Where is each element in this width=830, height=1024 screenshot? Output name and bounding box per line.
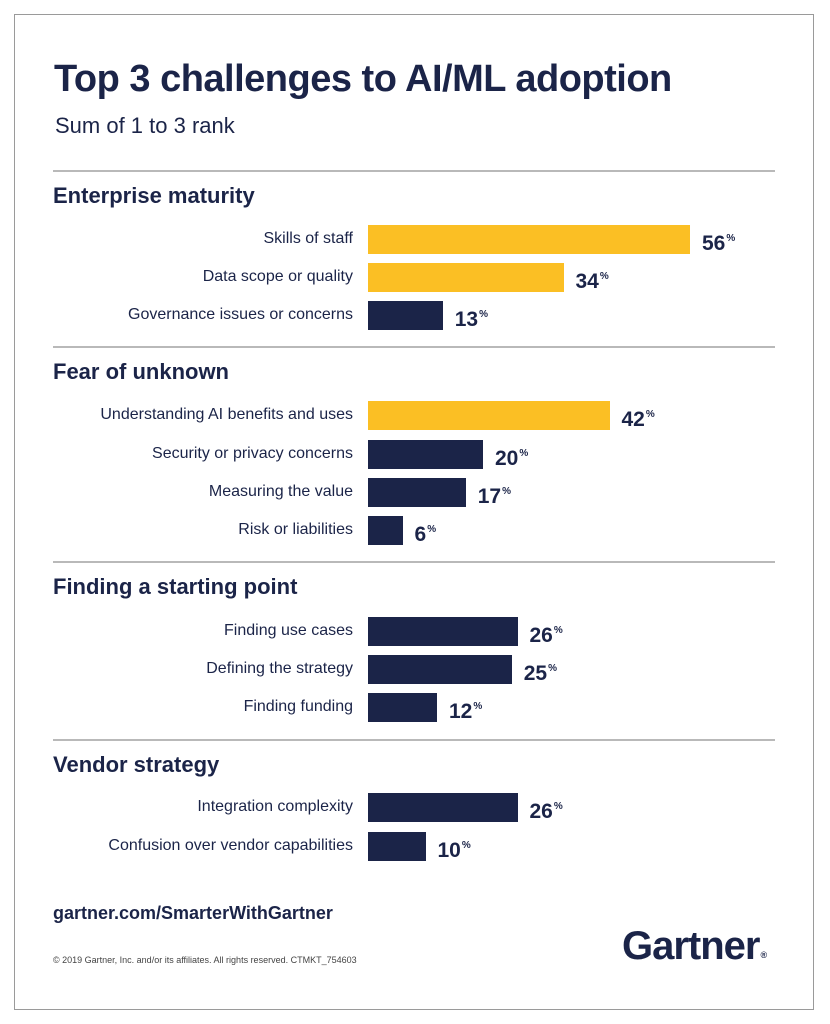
data-label: 26% [530,795,563,824]
group-title: Finding a starting point [53,574,298,599]
chart-title: Top 3 challenges to AI/ML adoption [54,58,672,100]
bar-label: Finding funding [243,698,353,715]
bar-label: Security or privacy concerns [152,445,353,462]
data-label-value: 6 [414,523,427,546]
bar [368,515,403,545]
group-title: Vendor strategy [53,752,220,777]
data-label: 26% [530,619,563,648]
data-label-unit: % [553,625,563,636]
chart-frame [14,14,814,1010]
bar [368,831,426,861]
data-label-unit: % [645,409,655,420]
bar-label: Integration complexity [197,798,353,815]
data-label-value: 20 [495,447,519,470]
data-label-value: 56 [702,232,726,255]
data-label-value: 34 [575,270,599,293]
bar [368,477,466,507]
bar-label: Measuring the value [208,483,353,500]
bar [368,654,512,684]
data-label: 17% [478,480,511,509]
data-label-unit: % [599,271,609,282]
bar [368,692,437,722]
bar [368,439,483,469]
data-label-unit: % [479,309,489,320]
section-divider [53,739,775,741]
data-label-unit: % [473,701,483,712]
data-label-value: 13 [454,308,479,331]
chart-subtitle: Sum of 1 to 3 rank [55,113,235,138]
section-divider [53,346,775,348]
bar-label: Governance issues or concerns [128,306,353,323]
bar-label: Skills of staff [263,230,353,247]
data-label: 42% [622,403,655,432]
bar-label: Defining the strategy [206,660,353,677]
bar [368,262,564,292]
bar-label: Understanding AI benefits and uses [100,406,353,423]
copyright-notice: © 2019 Gartner, Inc. and/or its affiliat… [53,955,357,965]
bar-label: Finding use cases [224,622,353,639]
data-label: 12% [449,695,482,724]
data-label-unit: % [427,524,437,535]
group-title: Fear of unknown [53,359,229,384]
bar [368,792,518,822]
data-label-value: 25 [523,662,548,685]
data-label-unit: % [461,840,471,851]
section-divider [53,170,775,172]
data-label: 6% [415,518,437,547]
data-label: 10% [438,834,471,863]
bar-label: Data scope or quality [202,268,353,285]
data-label-value: 26 [529,800,553,823]
logo-text: Gartner [622,924,760,968]
data-label-value: 26 [529,624,553,647]
data-label: 25% [524,657,557,686]
bar [368,400,610,430]
data-label-value: 12 [449,700,473,723]
data-label: 13% [455,303,488,332]
gartner-logo: Gartner® [622,924,768,969]
group-title: Enterprise maturity [53,183,255,208]
bar [368,300,443,330]
bar-label: Risk or liabilities [238,521,353,538]
data-label-value: 42 [621,408,645,431]
data-label: 34% [576,265,609,294]
data-label-unit: % [553,801,563,812]
data-label-unit: % [548,663,558,674]
bar [368,224,690,254]
section-divider [53,561,775,563]
data-label-unit: % [502,486,512,497]
data-label-unit: % [726,233,736,244]
bar-label: Confusion over vendor capabilities [108,837,353,854]
data-label: 56% [702,227,735,256]
bar [368,616,518,646]
data-label: 20% [495,442,528,471]
source-link[interactable]: gartner.com/SmarterWithGartner [53,903,333,923]
registered-mark: ® [760,950,768,960]
data-label-unit: % [519,448,529,459]
data-label-value: 10 [437,839,461,862]
data-label-value: 17 [477,485,502,508]
